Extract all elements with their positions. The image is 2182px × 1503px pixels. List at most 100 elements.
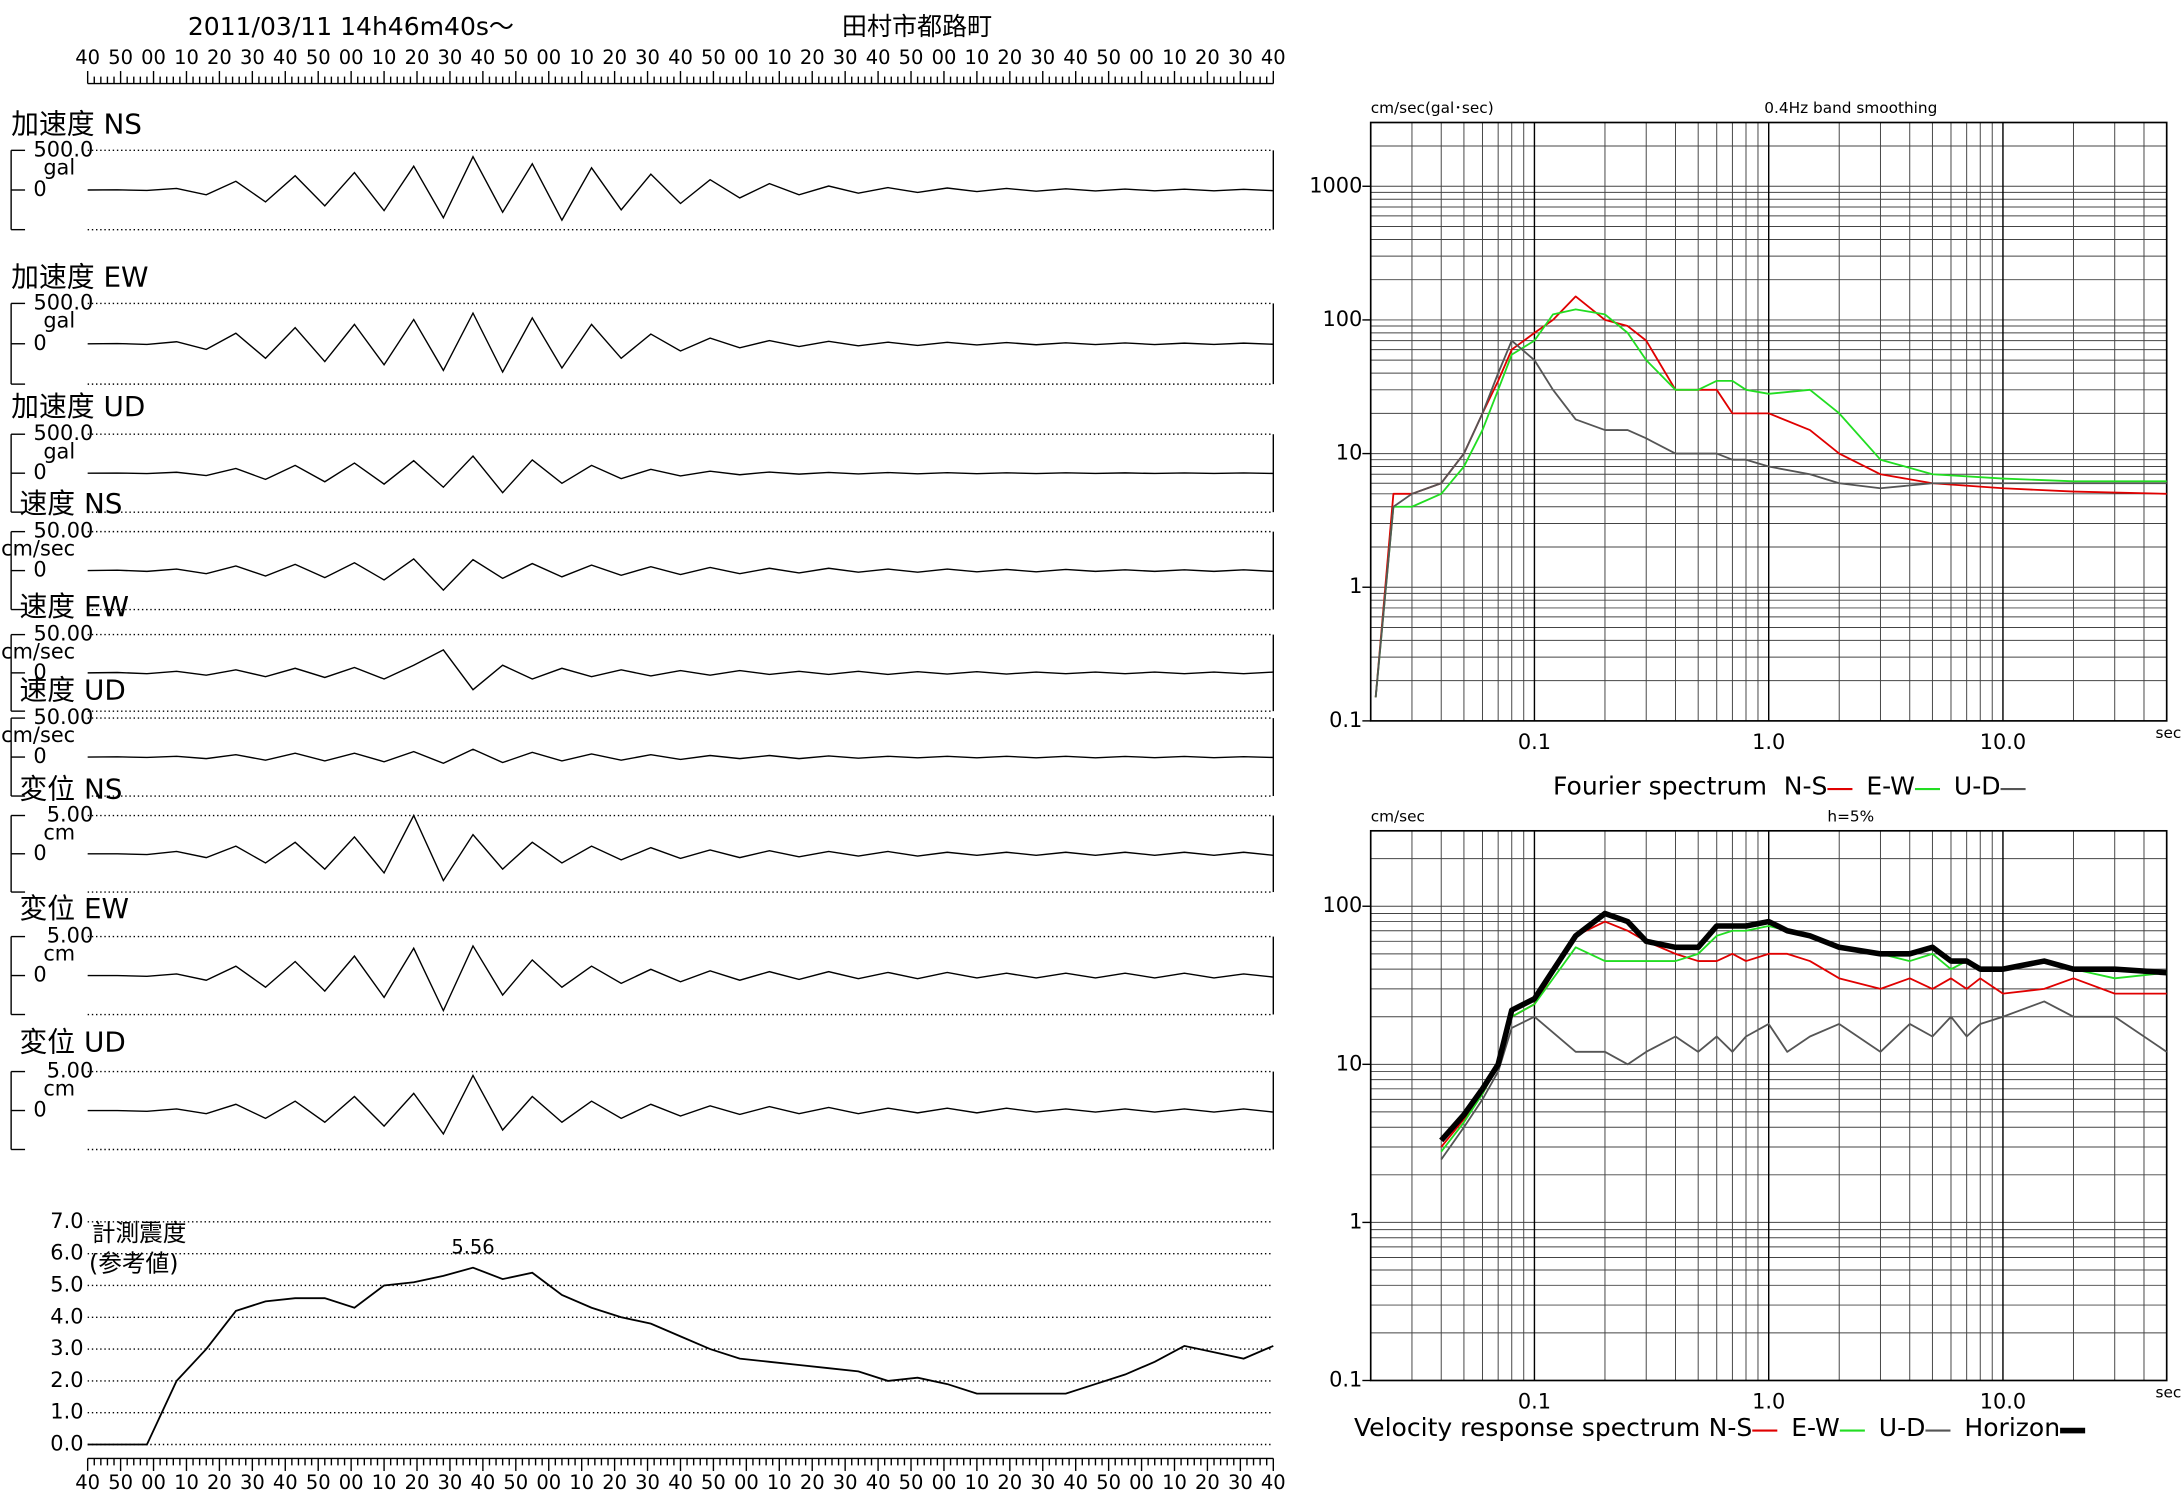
x-tick-label: 30 — [833, 46, 858, 69]
x-tick-label: 00 — [932, 1471, 957, 1494]
x-tick-label: 1.0 — [1752, 1390, 1785, 1414]
x-tick-label: 40 — [866, 1471, 891, 1494]
waveform — [87, 311, 1274, 374]
x-tick-label: 50 — [899, 46, 924, 69]
x-tick-label: 50 — [1096, 46, 1121, 69]
x-tick-label: 50 — [899, 1471, 924, 1494]
x-tick-label: 00 — [1129, 1471, 1154, 1494]
x-axis-unit: sec — [2156, 724, 2182, 742]
spectrum-line — [1374, 339, 2167, 698]
x-tick-label: 40 — [1261, 46, 1286, 69]
x-tick-label: 40 — [1063, 46, 1088, 69]
legend-label: Horizon — [1964, 1413, 2060, 1442]
x-tick-label: 00 — [339, 46, 364, 69]
unit-label: cm/sec — [1, 723, 75, 747]
waveform — [87, 649, 1274, 691]
x-tick-label: 10 — [964, 46, 989, 69]
y-tick-label: 0 — [33, 963, 46, 987]
spectrum-line — [1374, 295, 2167, 698]
waveform — [87, 813, 1274, 883]
x-tick-label: 20 — [1195, 46, 1220, 69]
spectrum-line — [1440, 1000, 2168, 1161]
y-axis-unit: cm/sec(gal･sec) — [1371, 99, 1494, 117]
x-tick-label: 50 — [108, 1471, 133, 1494]
x-tick-label: 0.1 — [1518, 1390, 1551, 1414]
unit-label: cm — [43, 942, 75, 966]
y-tick-label: 50.00 — [34, 519, 94, 543]
x-tick-label: 10 — [372, 46, 397, 69]
x-tick-label: 20 — [405, 46, 430, 69]
y-tick-label: 1.0 — [50, 1400, 83, 1424]
unit-label: cm/sec — [1, 537, 75, 561]
y-tick-label: 1 — [1349, 1209, 1362, 1233]
x-tick-label: 20 — [405, 1471, 430, 1494]
waveform — [87, 1073, 1274, 1136]
y-tick-label: 5.00 — [47, 803, 93, 827]
x-tick-label: 40 — [75, 1471, 100, 1494]
y-tick-label: 0 — [33, 1098, 46, 1122]
y-tick-label: 0 — [33, 744, 46, 768]
y-tick-label: 0 — [33, 177, 46, 201]
x-tick-label: 20 — [207, 1471, 232, 1494]
legend-label: U-D — [1954, 772, 2001, 801]
legend-label: E-W — [1791, 1413, 1840, 1442]
x-tick-label: 00 — [141, 46, 166, 69]
y-tick-label: 0.1 — [1329, 1367, 1362, 1391]
x-tick-label: 50 — [306, 1471, 331, 1494]
x-tick-label: 30 — [438, 46, 463, 69]
y-tick-label: 2.0 — [50, 1368, 83, 1392]
spectrum-line — [1440, 920, 2167, 1148]
y-tick-label: 7.0 — [50, 1209, 83, 1233]
x-tick-label: 20 — [997, 46, 1022, 69]
y-tick-label: 0 — [33, 460, 46, 484]
y-tick-label: 4.0 — [50, 1304, 83, 1328]
y-tick-label: 1000 — [1309, 173, 1362, 197]
y-tick-label: 0.1 — [1329, 708, 1362, 732]
x-tick-label: 30 — [635, 1471, 660, 1494]
intensity-sublabel: (参考値) — [89, 1249, 178, 1277]
x-tick-label: 30 — [635, 46, 660, 69]
y-tick-label: 100 — [1323, 307, 1363, 331]
x-tick-label: 00 — [536, 46, 561, 69]
y-tick-label: 0.0 — [50, 1432, 83, 1456]
x-tick-label: 10 — [174, 46, 199, 69]
panel-label: 加速度 UD — [11, 390, 145, 423]
y-tick-label: 3.0 — [50, 1336, 83, 1360]
intensity-label: 計測震度 — [92, 1219, 187, 1247]
x-tick-label: 50 — [1096, 1471, 1121, 1494]
y-tick-label: 50.00 — [34, 622, 94, 646]
waveform — [87, 557, 1274, 592]
y-tick-label: 10 — [1336, 1051, 1363, 1075]
x-tick-label: 10 — [569, 46, 594, 69]
intensity-line — [87, 1266, 1274, 1446]
chart-subtitle: h=5% — [1827, 807, 1874, 825]
y-tick-label: 0 — [33, 660, 46, 684]
unit-label: gal — [43, 155, 75, 179]
date-title: 2011/03/11 14h46m40s〜 — [188, 12, 514, 41]
panel-label: 変位 NS — [19, 772, 122, 805]
legend-title: Velocity response spectrum — [1354, 1413, 1700, 1442]
x-tick-label: 10 — [767, 1471, 792, 1494]
legend-label: U-D — [1879, 1413, 1926, 1442]
x-tick-label: 00 — [141, 1471, 166, 1494]
x-tick-label: 10 — [767, 46, 792, 69]
spectrum-line — [1374, 308, 2167, 698]
x-tick-label: 20 — [1195, 1471, 1220, 1494]
x-tick-label: 50 — [503, 1471, 528, 1494]
unit-label: cm/sec — [1, 640, 75, 664]
unit-label: cm — [43, 1077, 75, 1101]
legend-label: N-S — [1709, 1413, 1753, 1442]
x-tick-label: 10 — [569, 1471, 594, 1494]
x-tick-label: 10.0 — [1980, 730, 2026, 754]
y-tick-label: 100 — [1323, 893, 1363, 917]
x-tick-label: 20 — [602, 1471, 627, 1494]
x-tick-label: 30 — [240, 1471, 265, 1494]
unit-label: cm — [43, 821, 75, 845]
x-tick-label: 50 — [701, 1471, 726, 1494]
panel-label: 加速度 NS — [11, 107, 142, 140]
waveform — [87, 155, 1274, 222]
x-tick-label: 40 — [1063, 1471, 1088, 1494]
panel-label: 変位 EW — [19, 892, 129, 925]
x-tick-label: 0.1 — [1518, 730, 1551, 754]
x-tick-label: 30 — [1030, 1471, 1055, 1494]
